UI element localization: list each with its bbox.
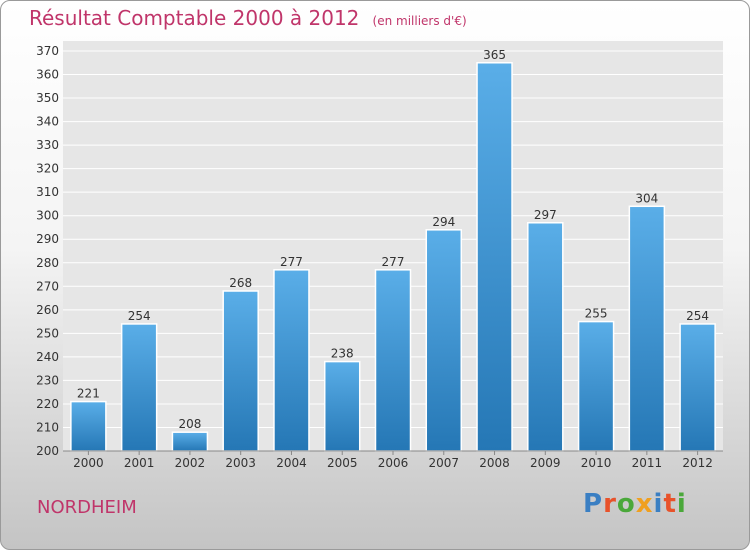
x-tick-label-2010: 2010: [581, 456, 612, 470]
data-label-2002: 208: [178, 417, 201, 431]
bar-2010: [577, 320, 615, 452]
y-tick-label: 340: [36, 115, 59, 129]
x-tick-label-2008: 2008: [479, 456, 510, 470]
y-tick-label: 210: [36, 420, 59, 434]
y-tick-label: 240: [36, 350, 59, 364]
y-tick-label: 250: [36, 326, 59, 340]
x-tick-label-2004: 2004: [276, 456, 307, 470]
x-tick-label-2011: 2011: [632, 456, 663, 470]
chart-header: Résultat Comptable 2000 à 2012 (en milli…: [29, 6, 467, 30]
y-axis-ticks: 200 210 220 230 240 250 260 270 280 290 300 310 320 3…: [36, 44, 59, 458]
data-label-2004: 277: [280, 255, 303, 269]
chart-title: Résultat Comptable 2000 à 2012: [29, 6, 360, 30]
logo-letter: t: [663, 489, 677, 519]
bar-2007: [425, 229, 463, 452]
y-tick-label: 200: [36, 444, 59, 458]
x-tick-label-2007: 2007: [428, 456, 459, 470]
logo-letter: x: [635, 489, 654, 519]
y-tick-label: 290: [36, 232, 59, 246]
x-tick-label-2001: 2001: [124, 456, 155, 470]
bar-2005: [323, 360, 361, 452]
bar-2009: [527, 222, 564, 452]
y-tick-label: 360: [36, 68, 59, 82]
proxiti-logo: Proxiti: [583, 489, 687, 519]
bar-2001: [120, 323, 158, 452]
x-tick-label-2000: 2000: [73, 456, 104, 470]
bar-2012: [679, 323, 716, 452]
x-axis-ticks: 2000 2001 2002 2003 2004 2005 2006 2007 2008 2009…: [73, 451, 713, 470]
logo-letter: P: [583, 489, 604, 519]
data-label-2010: 255: [585, 307, 608, 321]
data-label-2011: 304: [635, 191, 658, 205]
x-tick-label-2005: 2005: [327, 456, 358, 470]
y-tick-label: 280: [36, 256, 59, 270]
logo-letter: r: [603, 489, 617, 519]
x-tick-label-2012: 2012: [682, 456, 713, 470]
y-tick-label: 300: [36, 209, 59, 223]
bar-2008: [476, 62, 513, 452]
y-tick-label: 220: [36, 397, 59, 411]
data-label-2007: 294: [432, 215, 455, 229]
x-tick-label-2003: 2003: [225, 456, 256, 470]
y-tick-label: 230: [36, 373, 59, 387]
bar-2006: [374, 269, 412, 452]
data-label-2006: 277: [382, 255, 405, 269]
data-label-2003: 268: [229, 276, 252, 290]
y-tick-label: 270: [36, 279, 59, 293]
data-label-2000: 221: [77, 387, 100, 401]
bar-2000: [70, 400, 107, 452]
y-tick-label: 350: [36, 91, 59, 105]
logo-letter: i: [653, 489, 664, 519]
commune-name: NORDHEIM: [37, 497, 137, 518]
data-label-2005: 238: [331, 347, 354, 361]
y-tick-label: 260: [36, 303, 59, 317]
logo-letter: o: [616, 489, 636, 519]
bar-2011: [628, 205, 666, 452]
chart-subtitle: (en milliers d'€): [372, 14, 467, 28]
x-tick-label-2006: 2006: [378, 456, 409, 470]
bar-2004: [273, 269, 310, 452]
y-tick-label: 370: [36, 44, 59, 58]
x-tick-label-2002: 2002: [175, 456, 206, 470]
x-tick-label-2009: 2009: [530, 456, 561, 470]
y-tick-label: 320: [36, 162, 59, 176]
bar-2003: [222, 290, 259, 452]
data-label-2001: 254: [128, 309, 151, 323]
y-tick-label: 310: [36, 185, 59, 199]
data-label-2009: 297: [534, 208, 557, 222]
data-label-2008: 365: [483, 48, 506, 62]
logo-letter: i: [676, 489, 687, 519]
bar-2002: [171, 431, 209, 452]
data-label-2012: 254: [686, 309, 709, 323]
data-labels: 221 254 208 268 277 238 277 294 365 297 255 304 254: [77, 48, 709, 431]
y-tick-label: 330: [36, 138, 59, 152]
bars: [70, 62, 716, 452]
